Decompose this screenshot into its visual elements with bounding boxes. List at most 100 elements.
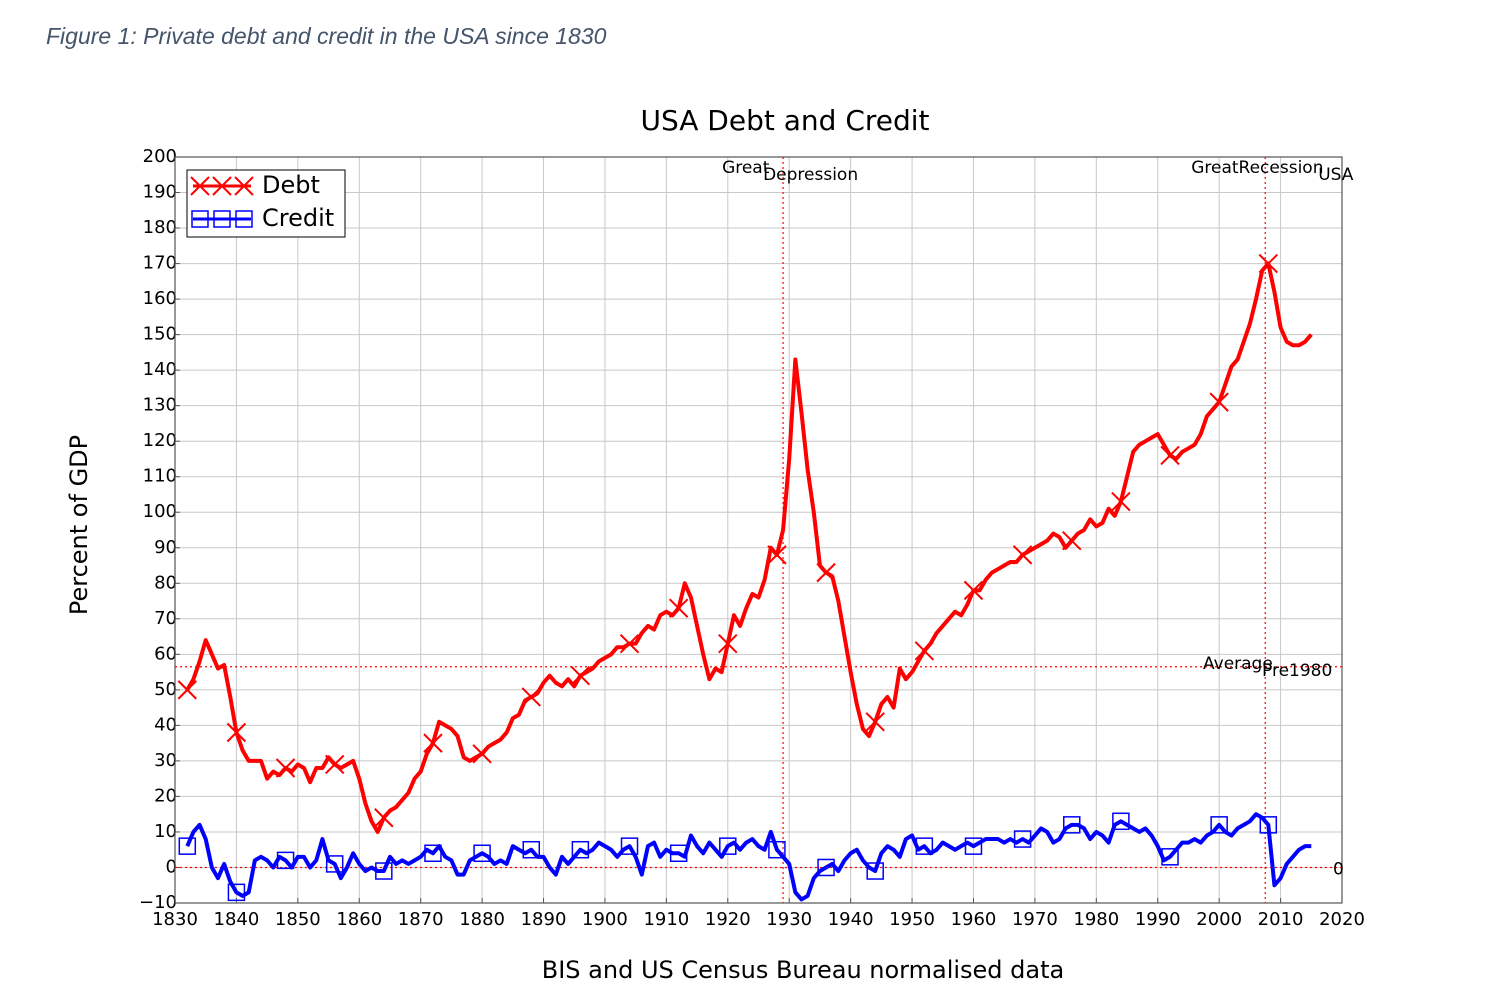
marker	[914, 641, 935, 661]
marker	[816, 562, 836, 583]
x-tick-label: 1830	[152, 909, 198, 930]
x-tick-label: 1950	[889, 909, 935, 930]
annotation: 0	[1333, 859, 1344, 879]
marker	[964, 837, 983, 855]
y-tick-label: 50	[154, 679, 177, 700]
y-tick-label: 10	[154, 821, 177, 842]
x-tick-label: 1880	[459, 909, 505, 930]
legend-marker	[212, 176, 232, 196]
marker	[1111, 491, 1131, 512]
x-tick-label: 1940	[828, 909, 874, 930]
y-tick-label: 40	[154, 714, 177, 735]
annotation: Pre1980	[1262, 661, 1332, 681]
x-tick-label: 1930	[766, 909, 812, 930]
marker	[963, 580, 984, 601]
marker	[570, 665, 591, 686]
marker	[324, 754, 345, 775]
legend: Debt Credit	[186, 169, 346, 238]
y-tick-label: 60	[154, 643, 177, 664]
marker	[226, 722, 247, 743]
legend-marker	[191, 210, 209, 228]
figure-caption: Figure 1: Private debt and credit in the…	[46, 23, 607, 49]
x-tick-label: 1920	[705, 909, 751, 930]
y-tick-label: 70	[154, 608, 177, 629]
marker	[178, 837, 197, 855]
x-tick-label: 1890	[521, 909, 567, 930]
marker	[619, 633, 640, 654]
y-tick-label: 20	[154, 785, 177, 806]
marker	[375, 862, 393, 880]
y-tick-label: 0	[166, 856, 177, 877]
y-tick-label: 110	[143, 466, 177, 487]
marker	[472, 744, 492, 764]
y-tick-label: −10	[139, 892, 177, 913]
marker	[718, 633, 738, 654]
annotation: USA	[1318, 165, 1354, 185]
y-tick-label: 180	[143, 217, 177, 238]
marker	[1062, 816, 1081, 834]
marker	[521, 687, 541, 707]
legend-label: Debt	[262, 171, 320, 199]
marker	[719, 837, 737, 855]
marker	[1112, 812, 1130, 831]
x-axis-label: BIS and US Census Bureau normalised data	[542, 956, 1064, 984]
x-tick-label: 1860	[336, 909, 382, 930]
marker	[1062, 530, 1082, 551]
marker	[177, 680, 197, 700]
marker	[620, 837, 639, 855]
marker	[817, 858, 835, 877]
series-line	[185, 261, 1313, 834]
x-tick-label: 1980	[1073, 909, 1119, 930]
y-axis-label: Percent of GDP	[65, 435, 93, 615]
y-tick-label: 190	[143, 182, 177, 203]
marker	[1012, 545, 1033, 565]
legend-marker	[234, 176, 254, 196]
x-tick-label: 1990	[1135, 909, 1181, 930]
y-tick-label: 30	[154, 750, 177, 771]
y-tick-label: 80	[154, 572, 177, 593]
legend-marker	[213, 210, 231, 228]
marker	[276, 851, 295, 870]
marker	[767, 545, 787, 565]
annotation: Depression	[763, 165, 858, 185]
marker	[1160, 445, 1180, 466]
y-tick-label: 140	[143, 359, 177, 380]
marker	[325, 855, 344, 873]
marker	[668, 598, 689, 618]
marker	[424, 844, 442, 863]
x-tick-label: 1960	[951, 909, 997, 930]
marker	[1258, 253, 1278, 274]
annotation: Great	[722, 158, 770, 178]
y-tick-label: 90	[154, 537, 177, 558]
marker	[571, 840, 590, 859]
marker	[473, 844, 491, 863]
y-tick-label: 170	[143, 253, 177, 274]
series-line	[185, 812, 1312, 902]
marker	[669, 844, 688, 863]
marker	[522, 840, 540, 859]
annotation: Average	[1203, 654, 1273, 674]
marker	[1161, 848, 1179, 866]
chart-title: USA Debt and Credit	[640, 104, 929, 137]
marker	[1209, 392, 1229, 412]
x-tick-label: 1910	[643, 909, 689, 930]
y-tick-label: 130	[143, 395, 177, 416]
x-tick-label: 1970	[1012, 909, 1058, 930]
y-tick-label: 100	[143, 501, 177, 522]
marker	[275, 758, 296, 778]
marker	[423, 733, 443, 753]
annotation: GreatRecession	[1191, 158, 1323, 178]
y-tick-label: 150	[143, 324, 177, 345]
marker	[768, 840, 786, 859]
x-tick-label: 1850	[275, 909, 321, 930]
y-tick-label: 160	[143, 288, 177, 309]
marker	[866, 862, 884, 880]
marker	[915, 837, 934, 855]
plot-frame	[174, 156, 1343, 904]
marker	[865, 712, 885, 732]
legend-marker	[190, 176, 210, 196]
marker	[374, 808, 394, 828]
marker	[227, 883, 246, 902]
